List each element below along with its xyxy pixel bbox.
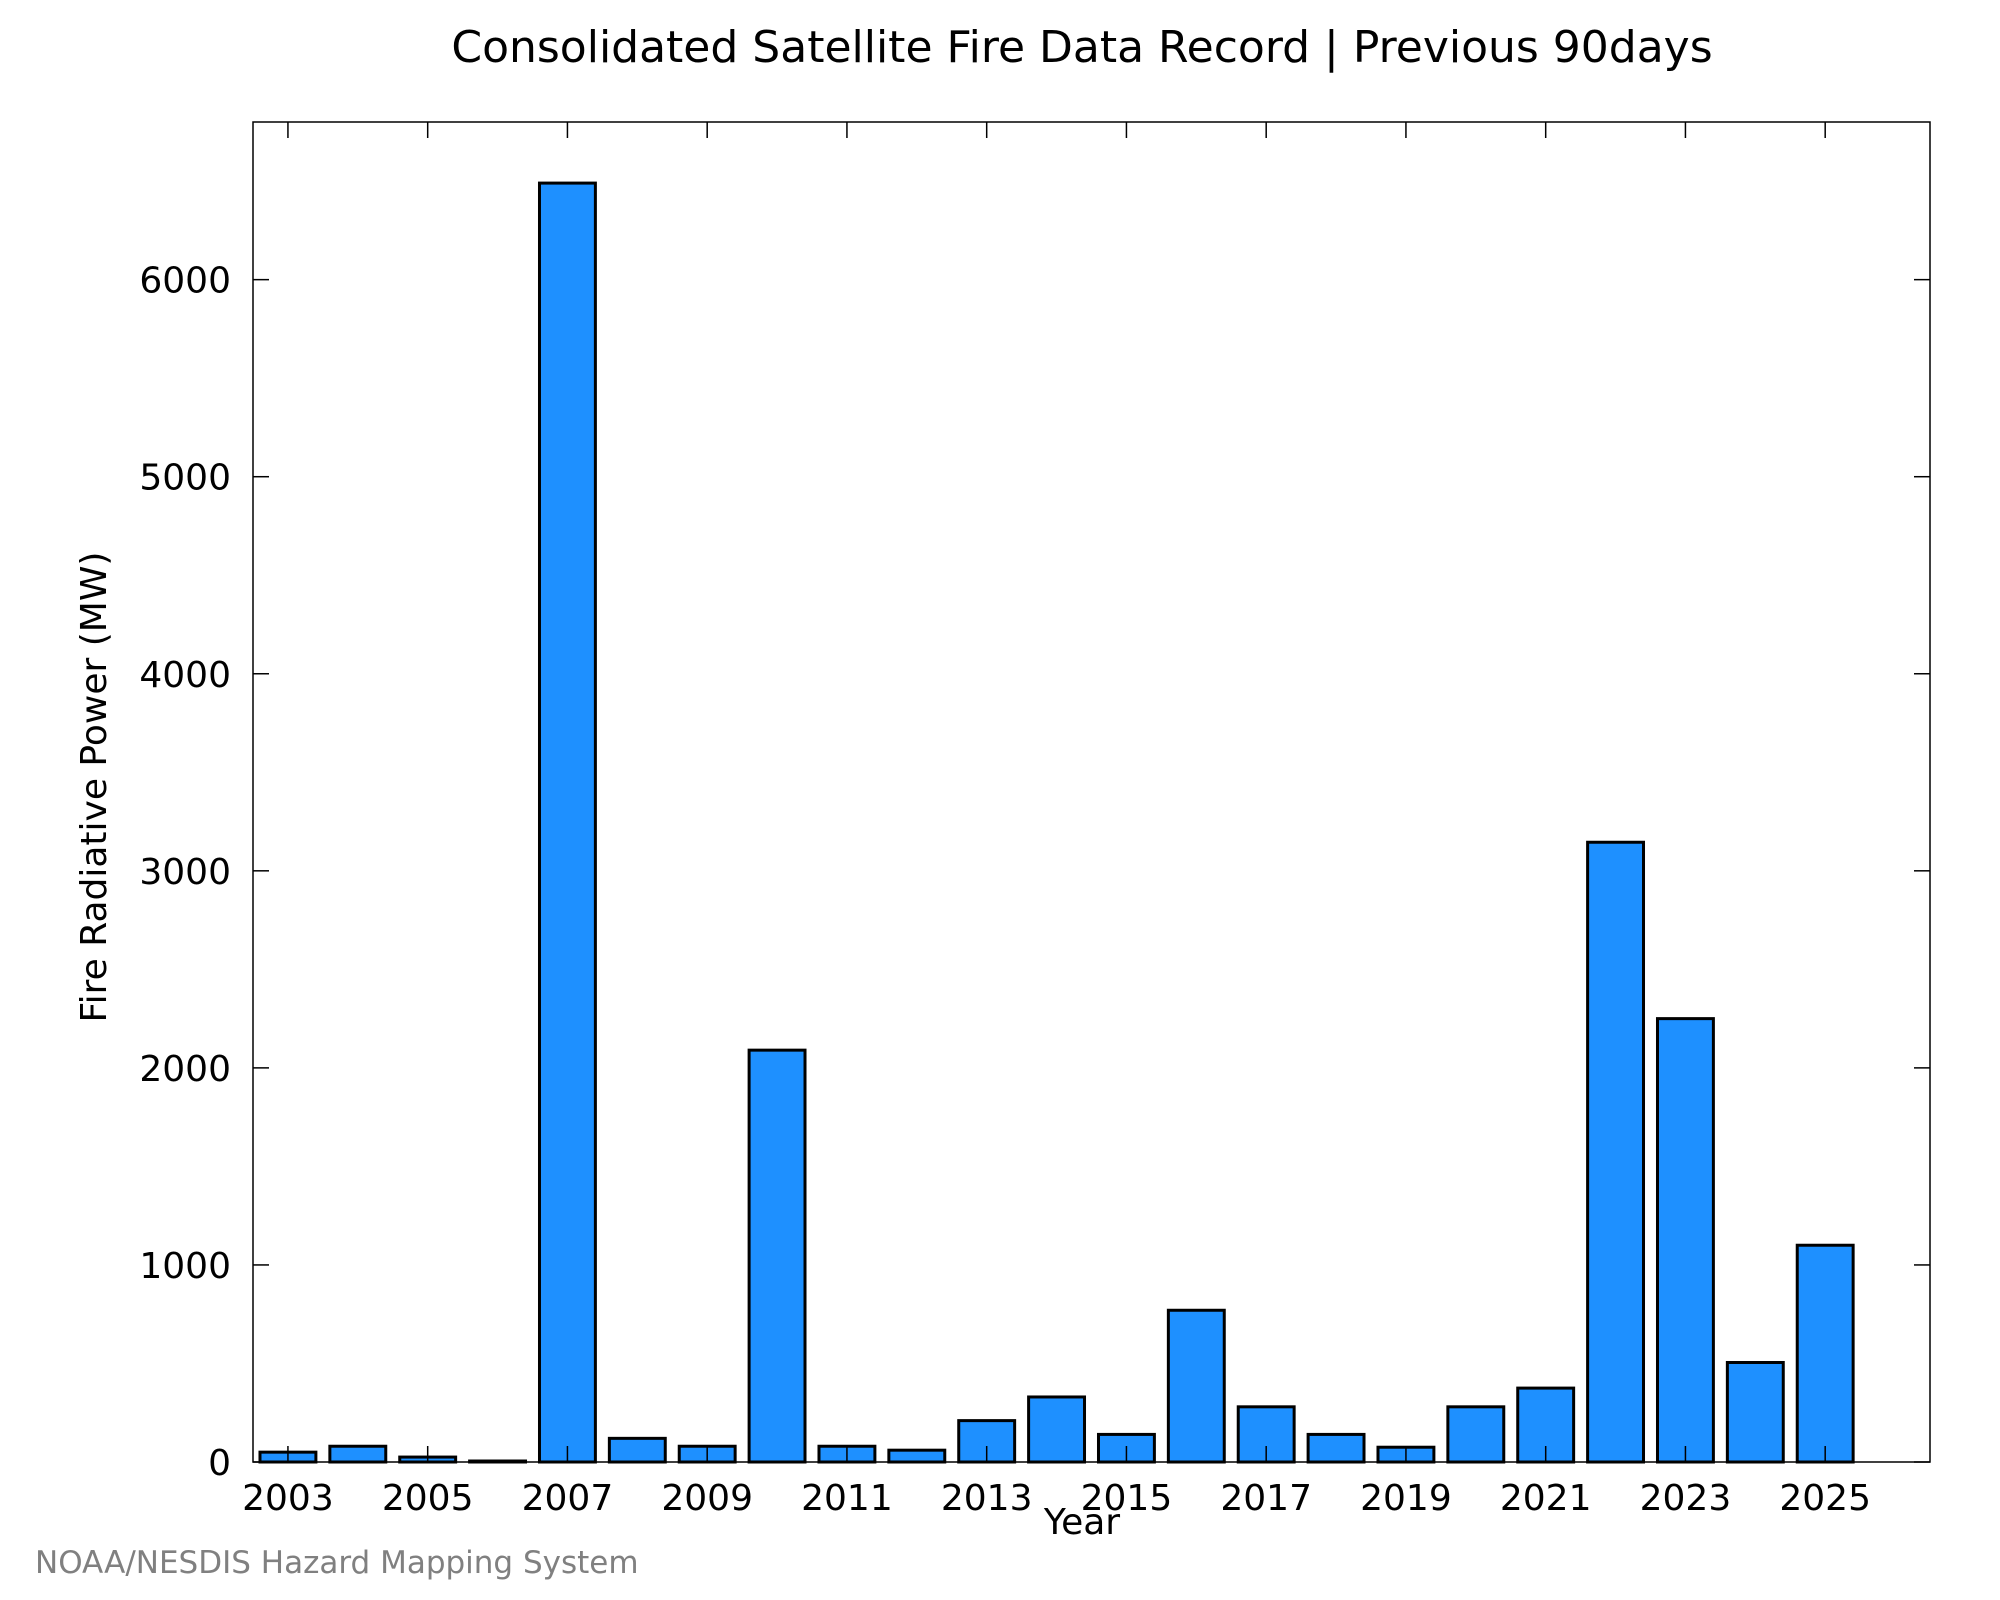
y-tick-label-4000: 4000 — [139, 655, 231, 696]
x-tick-label-2015: 2015 — [1081, 1478, 1173, 1519]
bar-2010 — [747, 1048, 807, 1464]
y-tick-label-2000: 2000 — [139, 1049, 231, 1090]
bar-2020 — [1446, 1405, 1506, 1464]
y-tick-label-5000: 5000 — [139, 458, 231, 499]
bar-2025 — [1795, 1243, 1855, 1464]
bars-layer — [258, 181, 1855, 1464]
x-tick-label-2005: 2005 — [382, 1478, 474, 1519]
bar-2008 — [607, 1436, 667, 1464]
bar-2016 — [1166, 1308, 1226, 1464]
y-tick-label-6000: 6000 — [139, 261, 231, 302]
bar-2014 — [1027, 1395, 1087, 1464]
x-tick-label-2003: 2003 — [242, 1478, 334, 1519]
y-axis-label: Fire Radiative Power (MW) — [74, 552, 115, 1023]
plot-frame — [252, 121, 1931, 1463]
x-tick-label-2011: 2011 — [801, 1478, 893, 1519]
bar-2007 — [537, 181, 597, 1464]
x-tick-label-2023: 2023 — [1640, 1478, 1732, 1519]
bar-2024 — [1725, 1360, 1785, 1464]
chart-title: Consolidated Satellite Fire Data Record … — [451, 22, 1712, 73]
y-tick-label-3000: 3000 — [139, 852, 231, 893]
y-tick-label-0: 0 — [208, 1443, 231, 1484]
x-tick-labels: 2003 2005 2007 2009 2011 2013 2015 2017 2019 2021… — [242, 1478, 1871, 1519]
x-axis-label: Year — [1043, 1502, 1120, 1543]
bar-2004 — [328, 1444, 388, 1464]
x-tick-label-2021: 2021 — [1500, 1478, 1592, 1519]
y-tick-labels: 0 1000 2000 3000 4000 5000 6000 — [139, 261, 231, 1484]
bar-2018 — [1306, 1432, 1366, 1464]
x-tick-label-2017: 2017 — [1220, 1478, 1312, 1519]
y-tick-label-1000: 1000 — [139, 1246, 231, 1287]
bar-2012 — [887, 1448, 947, 1464]
x-tick-label-2009: 2009 — [661, 1478, 753, 1519]
bar-2023 — [1655, 1017, 1715, 1464]
x-tick-label-2007: 2007 — [522, 1478, 614, 1519]
x-tick-label-2013: 2013 — [941, 1478, 1033, 1519]
credit-text: NOAA/NESDIS Hazard Mapping System — [35, 1545, 639, 1581]
x-tick-label-2025: 2025 — [1779, 1478, 1871, 1519]
bar-2022 — [1586, 840, 1646, 1464]
x-tick-label-2019: 2019 — [1360, 1478, 1452, 1519]
